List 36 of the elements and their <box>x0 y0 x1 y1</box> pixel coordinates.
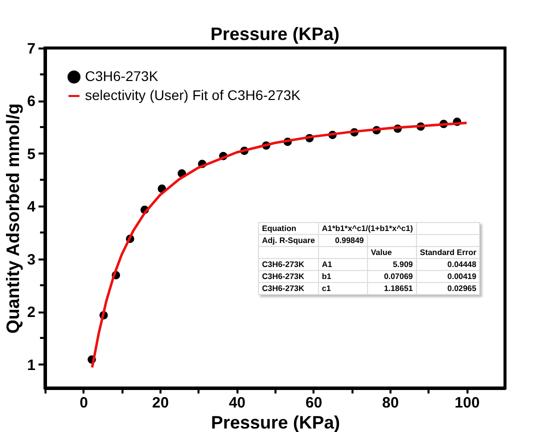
annotation: Value <box>367 246 416 258</box>
annotation: c1 <box>318 282 368 294</box>
annotation: 5.909 <box>367 258 416 270</box>
y-tick-label: 3 <box>27 251 36 268</box>
annotation: Equation <box>258 222 318 234</box>
annotation: A1 <box>318 258 368 270</box>
x-tick-label: 40 <box>228 394 246 412</box>
annotation: Standard Error <box>416 246 480 258</box>
x2-axis-title: Pressure (KPa) <box>210 24 340 44</box>
annotation: 0.04448 <box>416 258 480 270</box>
legend-label: selectivity (User) Fit of C3H6-273K <box>85 87 302 103</box>
y-tick-label: 5 <box>27 146 36 163</box>
annotation: 0.00419 <box>416 270 480 282</box>
annotation: 0.02965 <box>416 282 480 294</box>
y-tick-label: 6 <box>27 93 36 110</box>
y-axis-title: Quantity Adsorbed mmol/g <box>3 103 24 334</box>
annotation: 0.07069 <box>367 270 416 282</box>
x-tick-label: 20 <box>152 394 169 412</box>
annotation: Adj. R-Square <box>258 234 318 246</box>
annotation: C3H6-273K <box>258 258 318 270</box>
legend-label: C3H6-273K <box>85 68 159 84</box>
annotation: 0.99849 <box>318 234 368 246</box>
x-axis-title: Pressure (KPa) <box>210 412 340 432</box>
x-tick-label: 60 <box>305 394 322 412</box>
annotation: A1*b1*x^c1/(1+b1*x^c1) <box>318 222 416 234</box>
annotation: C3H6-273K <box>258 282 318 294</box>
y-tick-label: 2 <box>27 304 36 322</box>
annotation: 1.18651 <box>367 282 416 294</box>
y-tick-label: 7 <box>27 40 36 58</box>
y-tick-label: 4 <box>27 198 36 216</box>
x-tick-label: 80 <box>382 394 399 412</box>
x-tick-label: 0 <box>80 394 88 412</box>
annotation: b1 <box>318 270 368 282</box>
x-tick-label: 100 <box>454 394 480 412</box>
y-tick-label: 1 <box>27 356 36 374</box>
annotation: C3H6-273K <box>258 270 318 282</box>
